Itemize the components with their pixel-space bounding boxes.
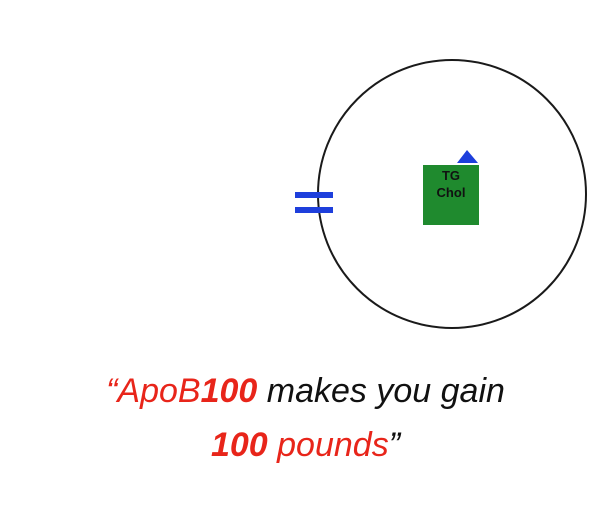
quote-makes-you-gain-text: makes you gain — [257, 372, 505, 410]
quote-number-100-first: 100 — [200, 372, 258, 410]
core-contents-label: TG Chol — [423, 167, 479, 201]
core-label-tg: TG — [441, 168, 461, 183]
core-lipid-box — [423, 165, 479, 225]
quote-line-2: 100 pounds” — [0, 425, 611, 465]
core-label-chol: Chol — [436, 185, 466, 200]
quote-line-1: “ApoB100 makes you gain — [0, 371, 611, 411]
quote-number-100-second: 100 — [210, 426, 268, 464]
apob-triangle-icon — [457, 150, 478, 163]
quote-pounds-text: pounds — [267, 426, 389, 464]
receptor-marker-upper — [295, 192, 333, 198]
quote-close-mark: ” — [388, 426, 401, 464]
quote-apob-text: ApoB — [117, 372, 201, 410]
quote-open-mark: “ — [106, 372, 118, 410]
receptor-marker-lower — [295, 207, 333, 213]
